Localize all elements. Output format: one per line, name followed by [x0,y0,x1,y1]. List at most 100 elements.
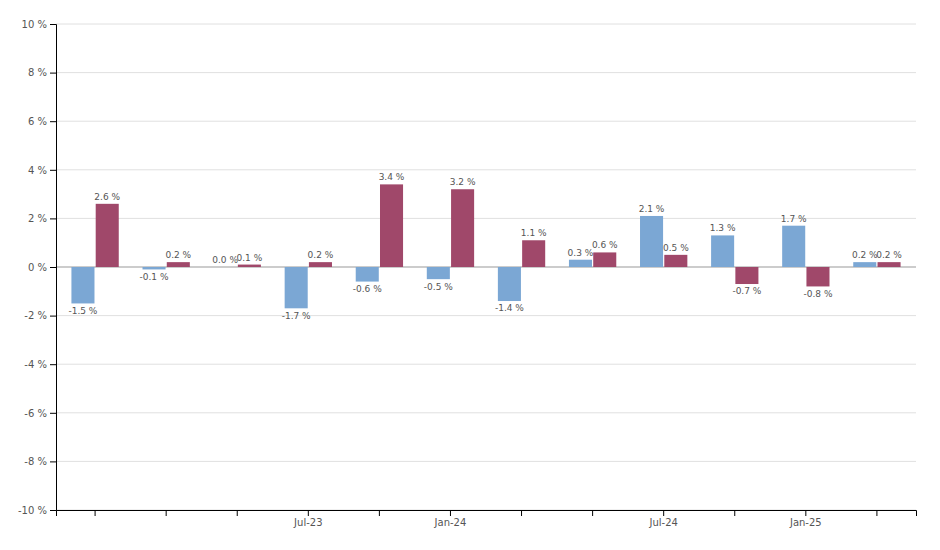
chart: -1.5 %-0.1 %0.0 %-1.7 %-0.6 %-0.5 %-1.4 … [0,0,940,550]
grid-line [56,72,916,73]
y-tick-mark [50,73,56,74]
grid-line [56,169,916,170]
x-tick [237,510,238,516]
data-label: -1.4 % [495,303,524,313]
y-tick-label: -10 % [18,505,47,516]
y-axis-line [50,25,57,511]
grid-line [56,461,916,462]
bar [782,226,805,267]
bars [71,184,900,308]
bar [143,267,166,269]
y-tick: -2 % [24,310,56,321]
grid-line [56,412,916,413]
x-tick-mark [521,510,522,516]
bar [71,267,94,303]
x-tick-mark [308,510,309,516]
x-tick: Jan-24 [434,510,467,528]
y-tick-label: -6 % [24,408,47,419]
x-tick: Jan-25 [789,510,822,528]
y-tick-label: 6 % [28,116,47,127]
y-tick-mark [50,510,56,511]
data-label: -0.5 % [424,282,453,292]
data-labels: -1.5 %-0.1 %0.0 %-1.7 %-0.6 %-0.5 %-1.4 … [68,172,902,320]
bar [167,262,190,267]
y-tick-label: -8 % [24,456,47,467]
y-tick-mark [50,316,56,317]
y-tick-mark [50,218,56,219]
data-label: -1.7 % [282,311,311,321]
bar [380,184,403,267]
y-tick-label: 8 % [28,67,47,78]
y-tick-mark [50,413,56,414]
bar [238,265,261,267]
bar [711,235,734,267]
data-label: 0.2 % [876,250,902,260]
bar [569,260,592,267]
x-tick [592,510,593,516]
y-tick-label: -4 % [24,359,47,370]
y-tick: -8 % [24,456,56,467]
x-tick [95,510,96,516]
bar [853,262,876,267]
x-axis: Jul-23 Jan-24 Jul-24 Jan-25 [57,510,917,528]
data-label: 0.2 % [852,250,878,260]
x-tick-mark [95,510,96,516]
data-label: -0.6 % [353,284,382,294]
data-label: 2.1 % [639,204,665,214]
x-tick [876,510,877,516]
y-tick: 4 % [28,165,56,176]
grid-line [56,24,916,25]
bar [878,262,901,267]
y-tick-mark [50,121,56,122]
x-tick [379,510,380,516]
data-label: -0.1 % [140,272,169,282]
x-tick-mark [166,510,167,516]
bar [451,189,474,267]
x-tick [734,510,735,516]
x-tick-label: Jul-24 [648,517,677,528]
data-label: 0.1 % [237,253,263,263]
y-tick-label: 2 % [28,213,47,224]
data-label: 0.6 % [592,240,618,250]
data-label: -0.7 % [732,286,761,296]
data-label: 1.7 % [781,214,807,224]
x-tick-label: Jan-24 [434,517,467,528]
x-tick-label: Jul-23 [293,517,322,528]
y-tick-mark [50,364,56,365]
bar [735,267,758,284]
y-tick: -4 % [24,359,56,370]
bar [522,240,545,267]
y-tick-label: 4 % [28,165,47,176]
x-tick [166,510,167,516]
grid-line [56,364,916,365]
x-tick-mark [450,510,451,516]
x-tick-mark [237,510,238,516]
bar [96,204,119,267]
x-tick-mark [805,510,806,516]
x-tick-mark [663,510,664,516]
plot: -1.5 %-0.1 %0.0 %-1.7 %-0.6 %-0.5 %-1.4 … [18,19,917,528]
y-tick-label: 10 % [22,19,47,30]
x-tick: Jul-23 [293,510,322,528]
x-tick-mark [379,510,380,516]
y-tick: -6 % [24,408,56,419]
y-tick-mark [50,24,56,25]
y-tick-mark [50,170,56,171]
grid [56,24,916,510]
x-axis-line [57,511,917,517]
data-label: 0.2 % [165,250,191,260]
bar [356,267,379,282]
data-label: 0.2 % [308,250,334,260]
y-tick-mark [50,267,56,268]
bar [498,267,521,301]
data-label: -0.8 % [803,289,832,299]
y-tick-label: -2 % [24,310,47,321]
data-label: 0.3 % [568,248,594,258]
grid-line [56,315,916,316]
data-label: 1.1 % [521,228,547,238]
bar [664,255,687,267]
x-tick: Jul-24 [648,510,677,528]
bar [593,252,616,267]
y-tick: -10 % [18,505,56,516]
y-tick: 2 % [28,213,56,224]
